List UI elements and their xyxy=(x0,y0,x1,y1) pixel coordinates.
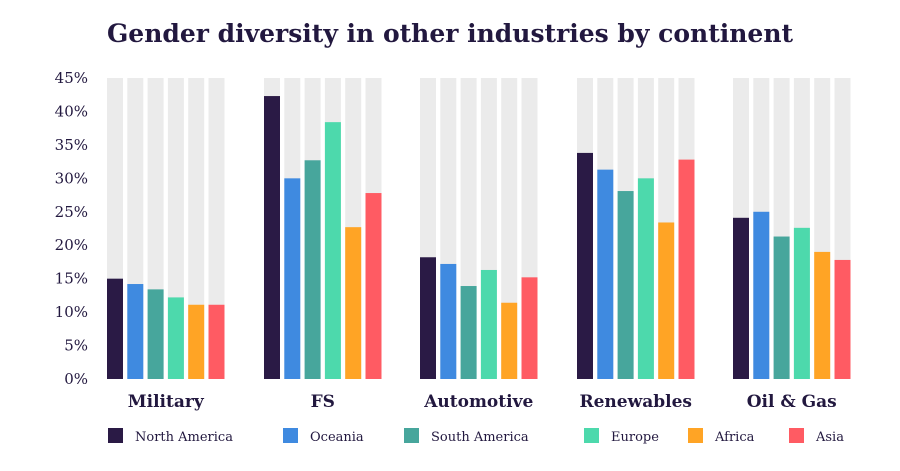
bar xyxy=(460,286,477,379)
legend: North America Oceania South America Europe A… xyxy=(108,428,844,445)
bar xyxy=(658,222,675,379)
bar xyxy=(324,122,341,379)
bar xyxy=(345,227,362,379)
bar xyxy=(793,227,810,379)
category-label: Renewables xyxy=(579,392,692,412)
bar xyxy=(127,284,144,379)
y-tick-label: 40% xyxy=(55,102,88,120)
category-label: FS xyxy=(311,392,335,412)
bar xyxy=(147,289,164,379)
bar xyxy=(284,178,301,379)
category-label: Military xyxy=(128,392,205,412)
bar xyxy=(365,193,382,379)
bar xyxy=(834,259,851,379)
category-label: Automotive xyxy=(423,392,533,412)
background-bar xyxy=(188,78,205,379)
data-bars xyxy=(107,96,851,379)
category-label: Oil & Gas xyxy=(747,392,837,412)
bar xyxy=(617,191,634,379)
bar xyxy=(733,217,749,379)
y-tick-label: 30% xyxy=(55,169,88,187)
y-tick-label: 45% xyxy=(55,69,88,87)
bar xyxy=(420,257,436,379)
bar xyxy=(167,297,184,379)
legend-label: Africa xyxy=(714,430,755,445)
y-tick-label: 35% xyxy=(55,136,88,154)
legend-swatch xyxy=(404,428,419,443)
category-labels: Military FS Automotive Renewables Oil & Gas xyxy=(128,392,837,412)
y-tick-label: 25% xyxy=(55,203,88,221)
bar xyxy=(264,96,280,379)
bar xyxy=(501,302,518,379)
bar xyxy=(678,159,695,379)
bar xyxy=(577,152,593,379)
y-tick-label: 0% xyxy=(64,370,88,388)
y-tick-label: 10% xyxy=(55,303,88,321)
legend-swatch xyxy=(108,428,123,443)
y-tick-label: 20% xyxy=(55,236,88,254)
legend-swatch xyxy=(688,428,703,443)
legend-swatch xyxy=(789,428,804,443)
y-tick-label: 5% xyxy=(64,337,88,355)
background-bar xyxy=(208,78,225,379)
bar xyxy=(304,160,321,379)
bar xyxy=(637,178,654,379)
bar xyxy=(773,236,790,379)
bar xyxy=(814,251,831,379)
bar xyxy=(188,304,205,379)
bar xyxy=(753,211,770,379)
legend-swatch xyxy=(584,428,599,443)
legend-swatch xyxy=(283,428,298,443)
bar xyxy=(521,277,538,379)
legend-label: North America xyxy=(135,430,233,445)
bar xyxy=(208,304,225,379)
legend-label: South America xyxy=(431,430,529,445)
legend-label: Oceania xyxy=(310,430,364,445)
bar xyxy=(107,278,123,379)
bar xyxy=(440,263,457,379)
legend-label: Europe xyxy=(611,430,659,445)
legend-label: Asia xyxy=(815,430,844,445)
chart-title: Gender diversity in other industries by … xyxy=(107,19,794,48)
bar xyxy=(480,269,497,379)
y-tick-label: 15% xyxy=(55,270,88,288)
bar xyxy=(597,169,614,379)
y-axis: 0% 5% 10% 15% 20% 25% 30% 35% 40% 45% xyxy=(55,69,88,388)
